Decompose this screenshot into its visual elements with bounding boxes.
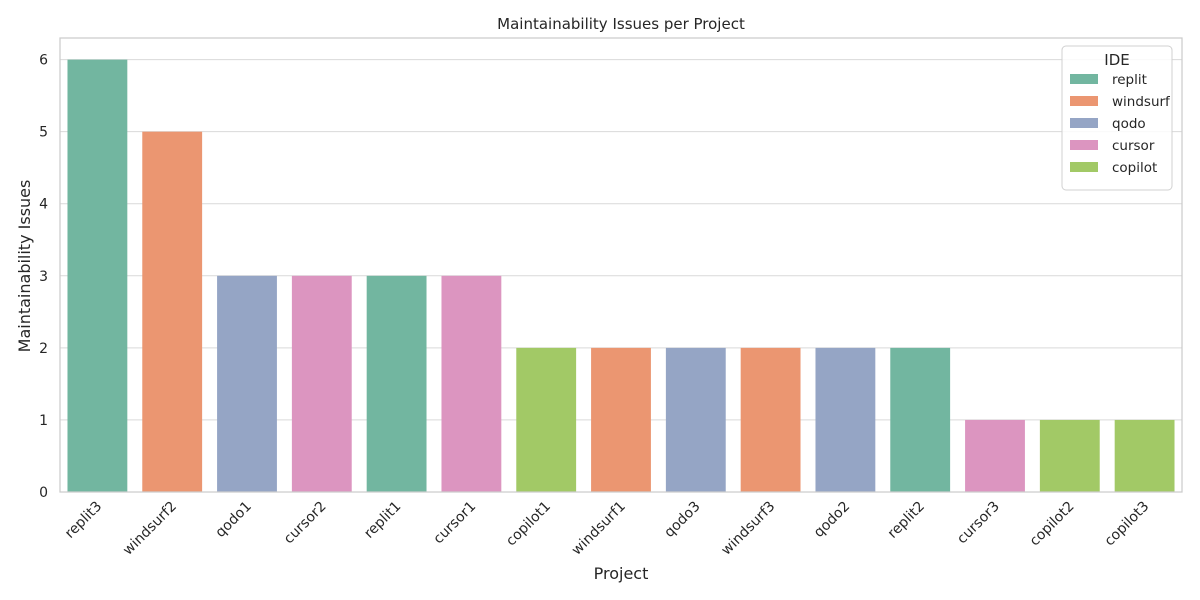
legend-label-windsurf: windsurf bbox=[1112, 94, 1171, 110]
legend: IDE replit windsurf qodo cursor copilot bbox=[1061, 45, 1173, 191]
bar-replit1 bbox=[366, 275, 427, 492]
bar-windsurf2 bbox=[142, 131, 203, 492]
legend-label-copilot: copilot bbox=[1112, 160, 1157, 176]
legend-title: IDE bbox=[1104, 51, 1129, 69]
bar-qodo3 bbox=[665, 347, 726, 492]
bar-cursor3 bbox=[965, 419, 1025, 492]
legend-label-replit: replit bbox=[1112, 72, 1147, 88]
y-tick-label: 5 bbox=[39, 125, 48, 141]
bar-replit3 bbox=[67, 59, 128, 492]
bar-copilot3 bbox=[1114, 419, 1175, 492]
y-tick-label: 6 bbox=[39, 53, 48, 69]
y-tick-label: 1 bbox=[39, 413, 48, 429]
bar-replit2 bbox=[890, 347, 951, 492]
legend-swatch-windsurf bbox=[1070, 96, 1098, 106]
y-tick-labels: 0 1 2 3 4 5 6 bbox=[39, 53, 48, 501]
chart-title: Maintainability Issues per Project bbox=[497, 15, 745, 33]
y-tick-label: 2 bbox=[39, 341, 48, 357]
legend-swatch-copilot bbox=[1070, 162, 1098, 172]
legend-swatch-qodo bbox=[1070, 118, 1098, 128]
x-axis-title: Project bbox=[594, 564, 649, 583]
bar-qodo1 bbox=[217, 275, 277, 492]
bar-cursor1 bbox=[441, 275, 502, 492]
y-tick-label: 0 bbox=[39, 485, 48, 501]
bar-windsurf3 bbox=[740, 347, 801, 492]
legend-label-qodo: qodo bbox=[1112, 116, 1146, 132]
bar-qodo2 bbox=[815, 347, 876, 492]
legend-swatch-replit bbox=[1070, 74, 1098, 84]
y-axis-title: Maintainability Issues bbox=[15, 180, 34, 353]
legend-swatch-cursor bbox=[1070, 140, 1098, 150]
plot-frame bbox=[59, 37, 1183, 493]
y-tick-label: 3 bbox=[39, 269, 48, 285]
bar-copilot2 bbox=[1039, 419, 1100, 492]
bar-windsurf1 bbox=[591, 347, 651, 492]
bar-copilot1 bbox=[516, 347, 577, 492]
y-tick-label: 4 bbox=[39, 197, 48, 213]
legend-label-cursor: cursor bbox=[1112, 138, 1155, 154]
bar-cursor2 bbox=[291, 275, 352, 492]
bars bbox=[67, 59, 1175, 492]
